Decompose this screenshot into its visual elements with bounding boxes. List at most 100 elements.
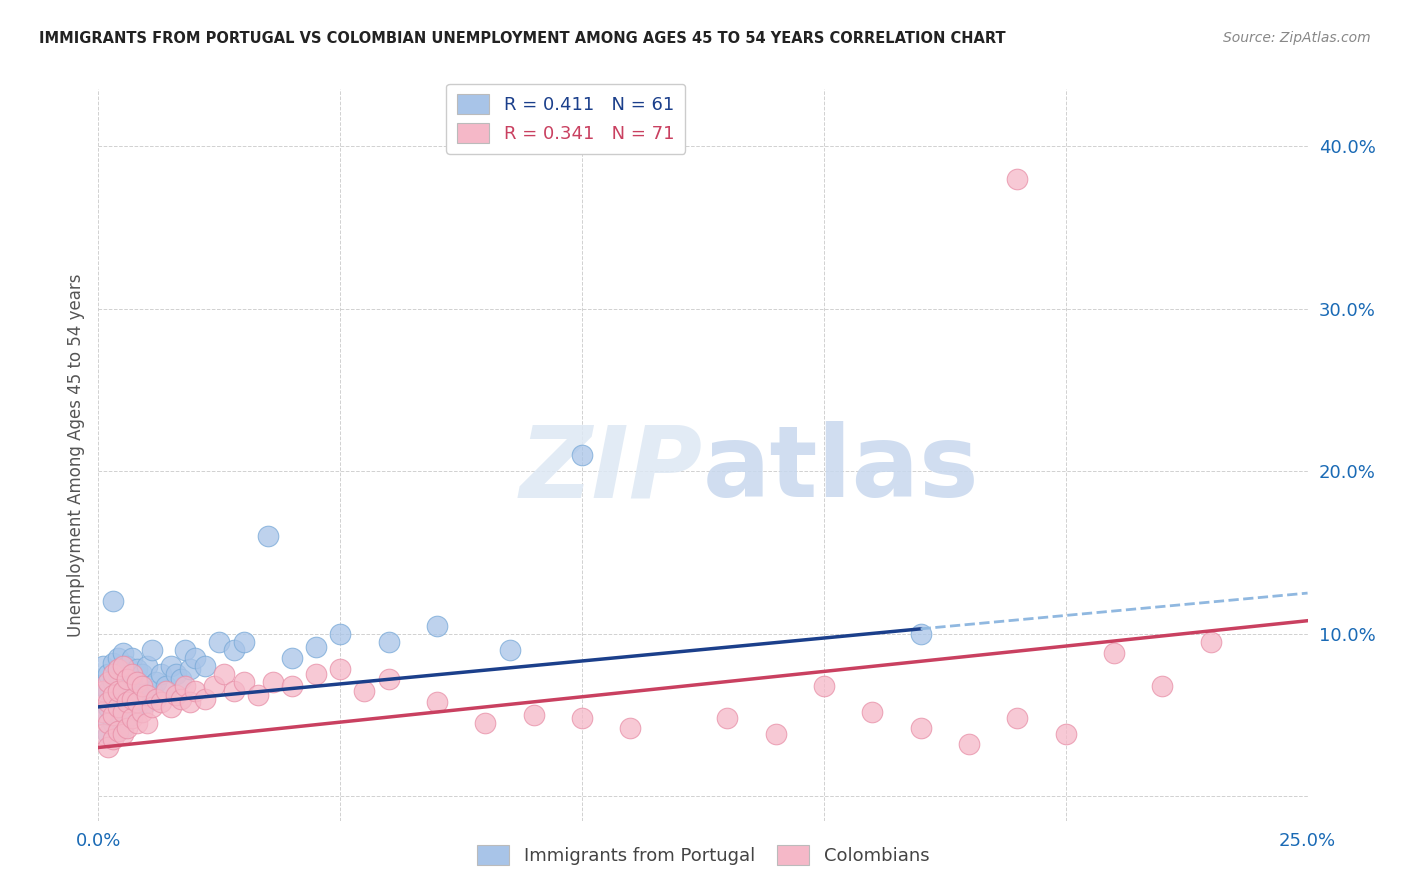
Point xyxy=(208,635,231,649)
Point xyxy=(121,667,143,681)
Point xyxy=(179,695,201,709)
Point xyxy=(194,659,217,673)
Point xyxy=(1102,646,1125,660)
Point xyxy=(97,675,120,690)
Point xyxy=(910,626,932,640)
Point xyxy=(127,663,149,677)
Point xyxy=(117,691,139,706)
Point xyxy=(107,699,129,714)
Point xyxy=(222,643,245,657)
Point xyxy=(107,724,129,739)
Point xyxy=(329,626,352,640)
Point xyxy=(117,711,139,725)
Point xyxy=(571,448,593,462)
Point xyxy=(107,651,129,665)
Point xyxy=(135,695,157,709)
Point xyxy=(121,651,143,665)
Point xyxy=(1007,711,1029,725)
Point xyxy=(169,691,191,706)
Point xyxy=(135,659,157,673)
Point xyxy=(141,643,163,657)
Point xyxy=(117,672,139,686)
Point xyxy=(145,691,167,706)
Point xyxy=(165,689,187,703)
Point xyxy=(111,646,134,660)
Point xyxy=(97,716,120,731)
Point xyxy=(204,679,226,693)
Point xyxy=(107,683,129,698)
Point xyxy=(281,651,304,665)
Text: Source: ZipAtlas.com: Source: ZipAtlas.com xyxy=(1223,31,1371,45)
Point xyxy=(107,663,129,677)
Text: atlas: atlas xyxy=(703,421,980,518)
Point xyxy=(474,716,496,731)
Point xyxy=(91,679,114,693)
Point xyxy=(184,683,207,698)
Point xyxy=(160,699,183,714)
Point xyxy=(101,689,124,703)
Point xyxy=(121,671,143,685)
Point xyxy=(155,679,177,693)
Point xyxy=(101,656,124,670)
Point xyxy=(155,683,177,698)
Point xyxy=(117,675,139,690)
Point xyxy=(101,675,124,690)
Point xyxy=(111,683,134,698)
Point xyxy=(111,721,134,735)
Point xyxy=(426,695,449,709)
Point xyxy=(111,727,134,741)
Point xyxy=(111,695,134,709)
Point xyxy=(232,675,254,690)
Point xyxy=(716,711,738,725)
Point xyxy=(247,689,270,703)
Point xyxy=(131,679,153,693)
Text: IMMIGRANTS FROM PORTUGAL VS COLOMBIAN UNEMPLOYMENT AMONG AGES 45 TO 54 YEARS COR: IMMIGRANTS FROM PORTUGAL VS COLOMBIAN UN… xyxy=(39,31,1007,46)
Point xyxy=(101,691,124,706)
Point xyxy=(91,708,114,723)
Point xyxy=(135,689,157,703)
Point xyxy=(121,708,143,723)
Point xyxy=(97,727,120,741)
Point xyxy=(765,727,787,741)
Point xyxy=(1007,171,1029,186)
Point xyxy=(498,643,520,657)
Point xyxy=(127,716,149,731)
Point xyxy=(377,635,399,649)
Point xyxy=(150,695,173,709)
Point xyxy=(107,667,129,681)
Point xyxy=(523,708,546,723)
Point xyxy=(101,716,124,731)
Point xyxy=(135,716,157,731)
Point xyxy=(232,635,254,649)
Point xyxy=(121,711,143,725)
Point xyxy=(117,721,139,735)
Point xyxy=(111,683,134,698)
Point xyxy=(117,695,139,709)
Point xyxy=(1054,727,1077,741)
Legend: Immigrants from Portugal, Colombians: Immigrants from Portugal, Colombians xyxy=(470,838,936,872)
Point xyxy=(107,724,129,739)
Point xyxy=(91,727,114,741)
Point xyxy=(1199,635,1222,649)
Point xyxy=(169,672,191,686)
Point xyxy=(150,667,173,681)
Point xyxy=(353,683,375,698)
Point xyxy=(184,651,207,665)
Point xyxy=(97,683,120,698)
Legend: R = 0.411   N = 61, R = 0.341   N = 71: R = 0.411 N = 61, R = 0.341 N = 71 xyxy=(446,84,685,154)
Point xyxy=(426,618,449,632)
Point xyxy=(131,705,153,719)
Point xyxy=(107,679,129,693)
Point xyxy=(619,721,641,735)
Point xyxy=(571,711,593,725)
Point xyxy=(957,737,980,751)
Point xyxy=(1152,679,1174,693)
Point xyxy=(160,659,183,673)
Point xyxy=(165,667,187,681)
Point xyxy=(377,672,399,686)
Point xyxy=(860,705,883,719)
Point xyxy=(329,663,352,677)
Point xyxy=(174,679,197,693)
Point xyxy=(97,699,120,714)
Point xyxy=(111,659,134,673)
